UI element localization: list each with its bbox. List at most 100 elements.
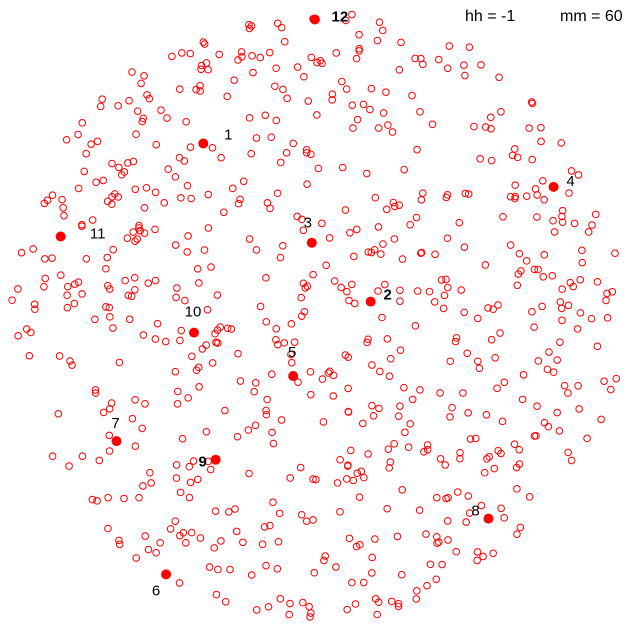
data-point <box>211 329 219 338</box>
data-point <box>256 302 265 311</box>
data-point <box>558 212 566 221</box>
data-point <box>245 469 253 478</box>
data-point <box>145 94 154 103</box>
data-point <box>548 271 557 280</box>
data-point <box>179 529 188 537</box>
data-point <box>432 575 441 584</box>
data-point <box>265 48 274 57</box>
data-point <box>25 351 34 360</box>
data-point <box>175 153 184 162</box>
data-point <box>484 304 492 312</box>
data-point <box>408 395 417 404</box>
data-point <box>186 478 195 487</box>
data-point <box>168 52 176 61</box>
data-point <box>382 88 390 96</box>
data-point <box>560 381 569 390</box>
data-point <box>436 455 445 463</box>
data-point <box>70 299 79 308</box>
data-point <box>506 192 515 201</box>
data-point <box>276 253 285 262</box>
data-point <box>48 191 57 200</box>
data-point <box>358 419 367 428</box>
data-point <box>183 181 192 190</box>
data-point <box>109 324 117 332</box>
data-point <box>106 313 114 321</box>
data-point <box>152 140 161 149</box>
data-point <box>446 357 455 366</box>
data-point <box>489 549 497 558</box>
data-point <box>511 194 519 203</box>
data-point <box>138 117 147 126</box>
data-point <box>161 337 170 346</box>
data-point <box>513 153 522 162</box>
point-label: 10 <box>185 304 202 321</box>
data-point <box>277 23 286 32</box>
data-point <box>348 280 356 289</box>
data-point <box>456 448 464 457</box>
data-point <box>121 276 129 285</box>
data-point <box>93 137 102 146</box>
data-point <box>178 434 187 443</box>
data-point <box>115 536 123 545</box>
data-point <box>537 123 545 132</box>
data-point <box>603 289 611 298</box>
highlighted-point-4 <box>548 181 559 192</box>
data-point <box>293 63 302 71</box>
data-point <box>282 149 291 157</box>
data-point <box>382 205 391 214</box>
data-point <box>473 556 481 565</box>
data-point <box>364 450 372 458</box>
data-point <box>140 203 149 212</box>
data-point <box>574 381 582 390</box>
data-point <box>131 185 140 194</box>
data-point <box>131 237 139 245</box>
data-point <box>180 157 189 165</box>
data-point <box>264 603 273 611</box>
data-point <box>371 193 380 202</box>
data-point <box>379 240 387 248</box>
data-point <box>306 613 314 621</box>
data-point <box>212 338 220 347</box>
data-point <box>163 114 171 122</box>
data-point <box>477 61 485 69</box>
data-point <box>182 117 190 126</box>
data-point <box>102 303 110 311</box>
data-point <box>388 128 397 136</box>
data-point <box>374 223 383 231</box>
data-point <box>350 299 359 308</box>
data-point <box>352 54 361 63</box>
point-label: 12 <box>332 9 349 26</box>
data-point <box>68 361 76 369</box>
data-point <box>78 222 86 230</box>
data-point <box>518 395 527 404</box>
data-point <box>569 282 578 291</box>
data-point <box>445 42 454 50</box>
data-point <box>48 254 56 262</box>
data-point <box>237 48 246 56</box>
data-point <box>345 534 354 543</box>
data-point <box>443 234 452 243</box>
data-point <box>128 68 136 76</box>
data-point <box>550 228 559 236</box>
data-point <box>300 72 308 81</box>
data-point <box>531 185 540 193</box>
data-point <box>272 324 281 333</box>
data-point <box>374 287 382 295</box>
data-point <box>369 412 378 420</box>
highlighted-point-3 <box>306 237 317 248</box>
data-point <box>525 493 534 501</box>
data-point <box>304 97 313 105</box>
data-point <box>303 180 311 188</box>
data-point <box>344 353 353 362</box>
data-point <box>164 165 173 174</box>
data-point <box>513 281 522 290</box>
data-point <box>344 384 352 393</box>
data-point <box>351 600 360 608</box>
data-point <box>459 389 467 397</box>
data-point <box>444 493 452 502</box>
data-point <box>74 278 83 286</box>
data-point <box>276 158 285 167</box>
data-point <box>202 59 211 67</box>
data-point <box>493 384 501 393</box>
data-point <box>307 609 315 617</box>
